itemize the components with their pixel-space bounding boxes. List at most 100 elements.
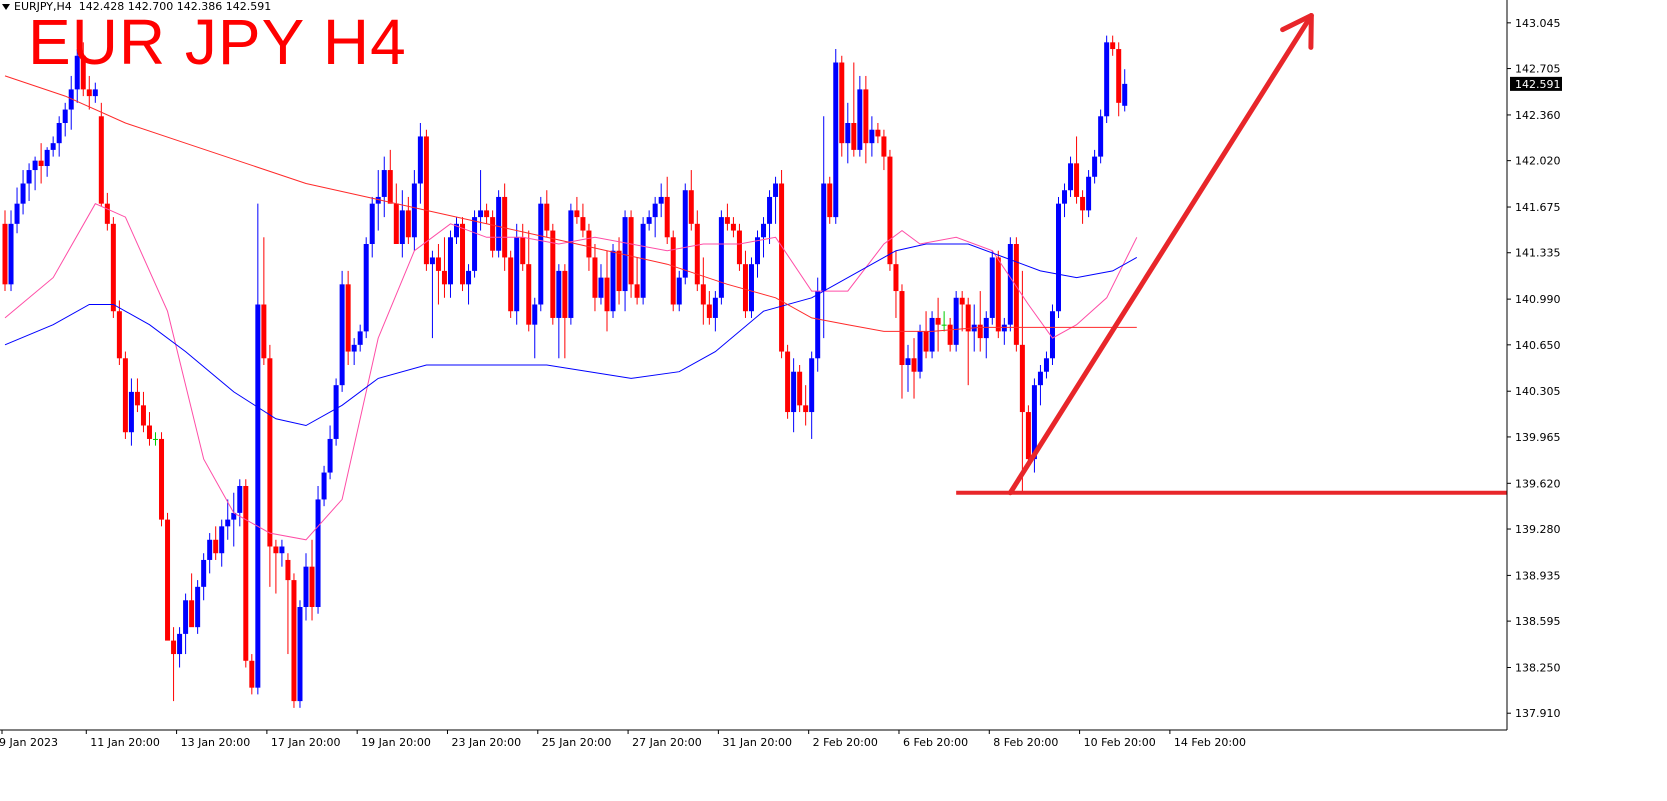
candle: [98, 102, 104, 207]
candle-body: [550, 230, 556, 318]
candle-body: [345, 284, 351, 352]
x-tick-label: 8 Feb 20:00: [993, 736, 1058, 749]
candle: [845, 102, 851, 164]
candle: [207, 533, 213, 574]
candle: [947, 317, 953, 352]
candle: [56, 116, 62, 157]
candle-body: [881, 136, 887, 157]
candle-body: [50, 143, 56, 150]
candle-body: [128, 391, 134, 433]
candle: [839, 55, 845, 157]
candle-body: [303, 566, 309, 607]
x-tick-label: 23 Jan 20:00: [451, 736, 521, 749]
candle-body: [490, 217, 496, 251]
candle-body: [20, 183, 26, 204]
y-tick-label: 142.020: [1515, 155, 1561, 168]
candle-body: [965, 304, 971, 332]
candle-body: [983, 317, 989, 339]
candle-body: [833, 62, 839, 218]
candle-body: [195, 586, 201, 628]
y-tick-label: 141.675: [1515, 201, 1561, 214]
candle-body: [315, 499, 321, 607]
x-tick-label: 19 Jan 20:00: [361, 736, 431, 749]
candle: [730, 217, 736, 238]
candle: [478, 170, 484, 231]
candle: [357, 324, 363, 352]
candle-body: [628, 217, 634, 285]
candle: [712, 291, 718, 332]
candle-body: [1098, 116, 1104, 157]
candle: [905, 344, 911, 392]
candle-body: [616, 250, 622, 292]
candle: [92, 82, 98, 103]
candle-body: [917, 331, 923, 372]
candle: [171, 627, 177, 702]
candle-body: [809, 358, 815, 413]
candle-body: [219, 526, 225, 554]
candle: [1098, 109, 1104, 164]
trend-arrow-head[interactable]: [1280, 12, 1314, 50]
candle: [676, 270, 682, 312]
candle: [694, 210, 700, 292]
candle-body: [1031, 385, 1037, 460]
candle: [243, 479, 249, 668]
candle: [863, 75, 869, 164]
candle-body: [532, 304, 538, 325]
candle: [411, 170, 417, 251]
candle: [285, 553, 291, 655]
candle-body: [514, 237, 520, 312]
candle: [1019, 270, 1025, 493]
candle: [279, 539, 285, 567]
candle-body: [592, 257, 598, 298]
moving-average-fast-line: [4, 203, 1138, 541]
candle-body: [104, 203, 110, 224]
candle-body: [640, 223, 646, 298]
candle: [32, 156, 38, 191]
candle-body: [851, 123, 857, 150]
candle-body: [869, 129, 875, 144]
dropdown-triangle-icon[interactable]: [2, 4, 10, 10]
candle-body: [911, 358, 917, 372]
candle: [959, 291, 965, 332]
candle: [122, 351, 128, 439]
candle-body: [38, 160, 44, 167]
candle-body: [1092, 156, 1098, 177]
candle: [664, 176, 670, 244]
candle-body: [893, 264, 899, 292]
candle: [658, 183, 664, 218]
trend-arrow-shaft[interactable]: [1007, 12, 1314, 496]
candle: [201, 553, 207, 601]
candle: [484, 203, 490, 224]
candle: [682, 183, 688, 285]
candle-body: [177, 633, 183, 655]
candle-body: [791, 371, 797, 413]
candle: [1080, 190, 1086, 224]
y-tick-label: 138.935: [1515, 569, 1561, 582]
candle-body: [375, 196, 381, 204]
candle: [375, 170, 381, 231]
candle-body: [634, 284, 640, 298]
candle-body: [502, 196, 508, 258]
candle: [405, 196, 411, 244]
candle: [616, 237, 622, 305]
y-tick-label: 139.965: [1515, 431, 1561, 444]
candle: [773, 176, 779, 224]
candle: [387, 149, 393, 204]
candle-body: [736, 230, 742, 265]
candle-body: [381, 170, 387, 197]
candle: [1086, 170, 1092, 218]
candle-body: [62, 109, 68, 123]
candle-body: [8, 223, 14, 285]
candle: [369, 196, 375, 258]
candle-body: [544, 203, 550, 231]
candle-body: [887, 156, 893, 265]
candle: [1110, 35, 1116, 56]
candle: [748, 257, 754, 318]
candle: [785, 344, 791, 419]
candle: [1104, 35, 1110, 123]
candle-body: [646, 217, 652, 224]
candle-body: [935, 317, 941, 325]
candle-body: [213, 539, 219, 554]
candle-body: [538, 203, 544, 305]
